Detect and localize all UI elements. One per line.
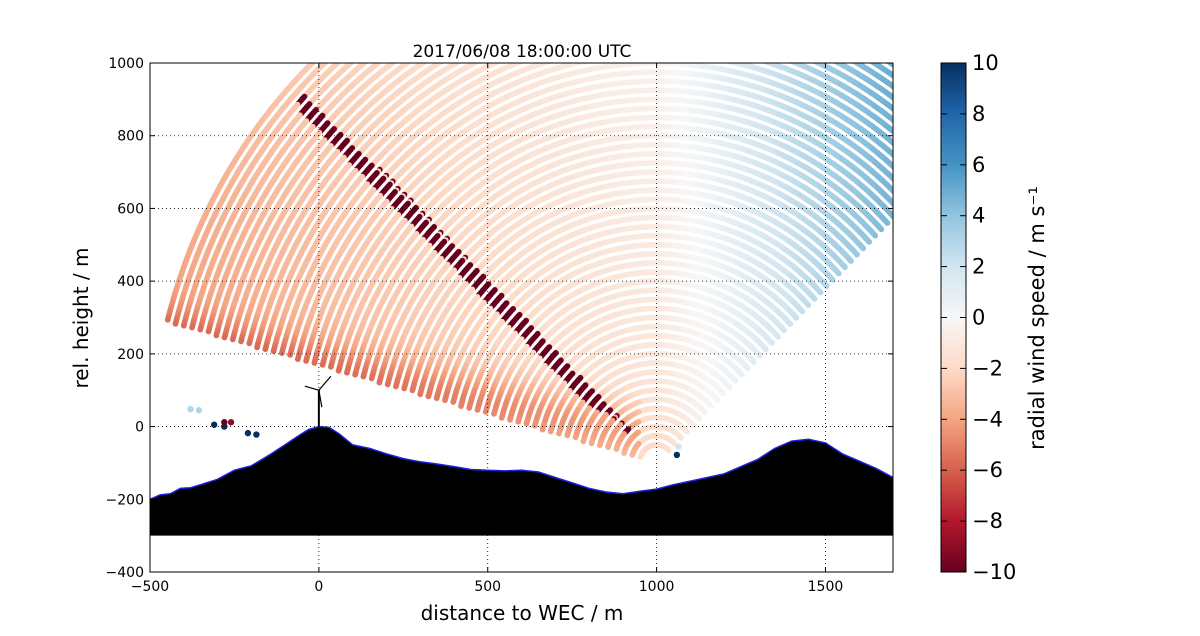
scan-point bbox=[580, 438, 587, 445]
scan-point bbox=[629, 452, 636, 458]
scan-point bbox=[523, 420, 530, 427]
scan-point bbox=[621, 450, 627, 456]
scan-point bbox=[613, 446, 620, 452]
scan-point bbox=[409, 387, 416, 394]
scan-point bbox=[564, 432, 571, 439]
scan-point bbox=[425, 393, 432, 400]
scan-point bbox=[433, 395, 440, 402]
scan-point bbox=[596, 442, 603, 449]
scan-point bbox=[507, 416, 513, 423]
scan-point bbox=[458, 403, 464, 409]
scan-point bbox=[637, 454, 644, 460]
scan-point bbox=[466, 405, 473, 411]
scan-point bbox=[498, 414, 505, 421]
scan-point bbox=[515, 418, 522, 425]
scan-point bbox=[572, 434, 579, 441]
scan-point bbox=[531, 422, 538, 429]
plot-area: −500 0 500 1000 1500 −400−200020040060080010… bbox=[106, 56, 894, 595]
scan-point bbox=[450, 399, 457, 405]
scan-point bbox=[384, 381, 391, 388]
scan-point bbox=[556, 430, 562, 437]
scan-point bbox=[539, 426, 546, 433]
scan-point bbox=[474, 407, 481, 413]
lidar-scan-points bbox=[164, 63, 893, 460]
scan-point bbox=[401, 385, 408, 392]
scan-point bbox=[442, 397, 448, 403]
scan-point bbox=[393, 383, 399, 390]
scan-point bbox=[417, 391, 424, 398]
scan-point bbox=[605, 444, 611, 450]
scan-point bbox=[547, 428, 554, 435]
scan-point bbox=[491, 410, 497, 417]
scan-point bbox=[588, 440, 595, 447]
